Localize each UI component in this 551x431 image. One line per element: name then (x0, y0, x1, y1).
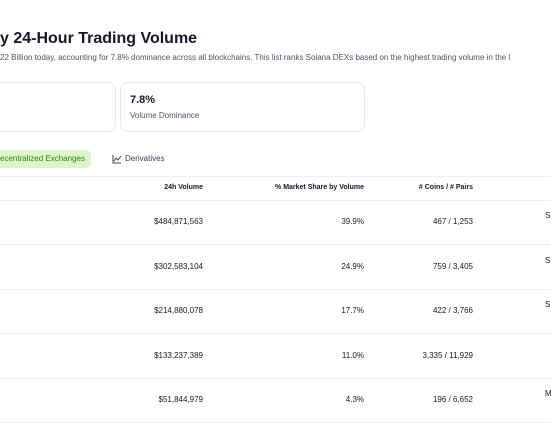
page-title: y 24-Hour Trading Volume (0, 30, 198, 47)
table-cell: $484,871,563 (154, 217, 203, 226)
table-cell: 196 / 6,652 (432, 395, 473, 404)
tab-active[interactable]: ecentralized Exchanges (0, 150, 91, 168)
cropped-cell: S (545, 255, 551, 265)
tab[interactable]: Derivatives (125, 154, 165, 163)
table-cell: 11.0% (341, 350, 364, 360)
table-cell: 759 / 3,405 (432, 261, 473, 271)
table-cell: $133,237,389 (154, 350, 203, 360)
table-cell: 3,335 / 11,929 (422, 350, 473, 360)
stat-card (0, 82, 116, 132)
column-header: # Coins / # Pairs (418, 184, 473, 191)
table-cell: 467 / 1,253 (432, 217, 473, 226)
cropped-cell: S (545, 211, 551, 220)
table-cell: 39.9% (341, 217, 364, 226)
stat-label: Volume Dominance (130, 111, 200, 120)
row-rule (0, 422, 551, 423)
row-rule (0, 333, 551, 334)
table-cell: $214,880,078 (154, 306, 203, 315)
cropped-cell: S (545, 300, 551, 309)
column-header: % Market Share by Volume (275, 184, 364, 191)
row-rule (0, 288, 551, 290)
row-rule (0, 244, 551, 245)
stat-card (120, 82, 365, 132)
table-rule (0, 176, 551, 177)
table-cell: 24.9% (341, 261, 364, 271)
table-cell: 17.7% (341, 306, 364, 315)
page-subtitle: 22 Billion today, accounting for 7.8% do… (0, 53, 511, 62)
cropped-cell: M (545, 389, 551, 398)
stat-value: 7.8% (130, 94, 156, 106)
table-cell: 4.3% (345, 395, 364, 404)
table-cell: 422 / 3,766 (432, 306, 473, 315)
row-rule (0, 377, 551, 379)
table-rule (0, 200, 551, 201)
chart-icon (112, 155, 122, 164)
table-cell: $51,844,979 (158, 395, 204, 404)
table-cell: $302,583,104 (154, 261, 203, 271)
column-header: 24h Volume (164, 184, 203, 191)
